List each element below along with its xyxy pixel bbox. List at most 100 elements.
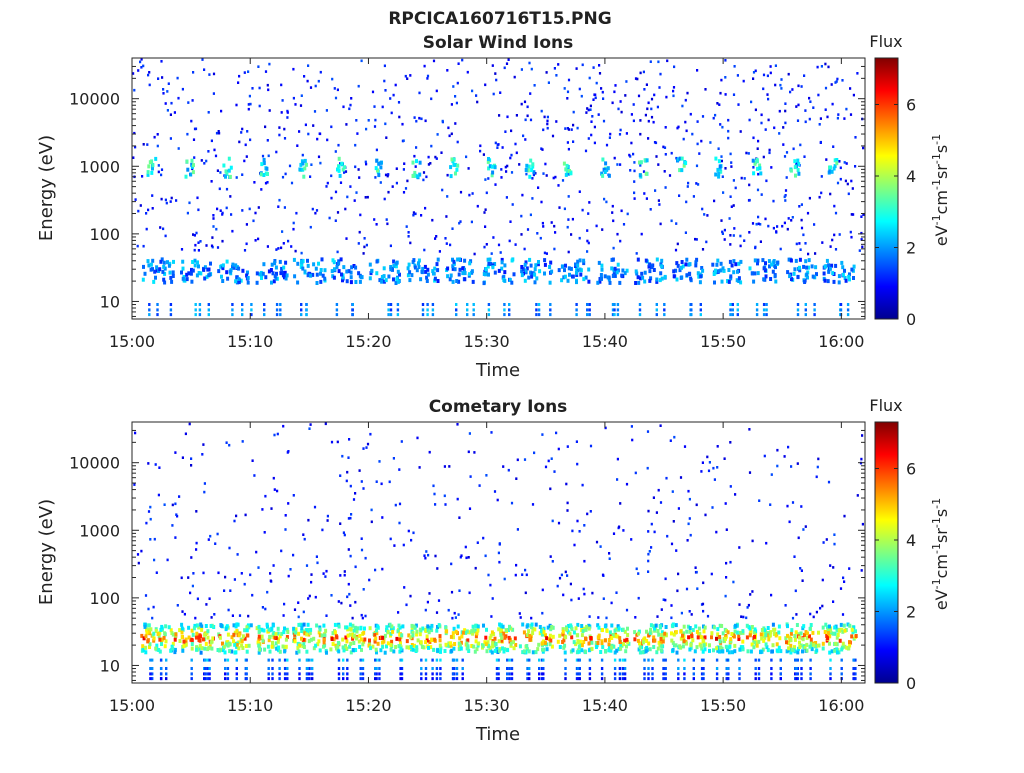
flux-cell	[564, 172, 568, 177]
flux-cell	[696, 120, 699, 123]
flux-cell	[813, 303, 816, 306]
flux-cell	[303, 537, 306, 541]
flux-cell	[566, 445, 569, 448]
flux-cell	[431, 313, 435, 317]
flux-cell	[586, 229, 589, 232]
flux-cell	[603, 170, 607, 174]
flux-cell	[354, 636, 358, 641]
flux-cell	[303, 158, 307, 163]
flux-cell	[142, 648, 146, 652]
flux-cell	[193, 263, 197, 268]
flux-cell	[826, 115, 829, 119]
flux-cell	[729, 313, 732, 317]
flux-cell	[788, 274, 792, 279]
flux-cell	[412, 624, 416, 629]
flux-cell	[846, 182, 849, 186]
flux-cell	[333, 267, 336, 272]
flux-cell	[676, 242, 679, 246]
flux-cell	[557, 447, 560, 451]
flux-cell	[641, 650, 645, 655]
cometary-ions-panel: Cometary Ions 15:00 15:10 15:20 15:30 15:40 1…	[36, 396, 951, 745]
flux-cell	[195, 510, 198, 513]
flux-cell	[612, 246, 615, 250]
flux-cell	[847, 274, 851, 279]
flux-cell	[287, 239, 290, 243]
flux-cell	[611, 274, 615, 278]
flux-cell	[234, 263, 238, 268]
flux-cell	[149, 672, 152, 676]
flux-cell	[719, 268, 723, 273]
flux-cell	[330, 174, 333, 178]
flux-cell	[739, 259, 743, 264]
flux-cell	[678, 268, 682, 273]
flux-cell	[482, 281, 486, 286]
flux-cell	[671, 648, 675, 652]
flux-cell	[848, 643, 852, 648]
flux-cell	[401, 624, 405, 629]
flux-cell	[458, 643, 462, 648]
flux-cell	[621, 658, 625, 662]
flux-cell	[799, 631, 803, 636]
flux-cell	[596, 623, 600, 628]
flux-cell	[725, 528, 728, 531]
flux-cell	[337, 143, 340, 147]
colorbar-tick-label: 6	[906, 95, 916, 114]
flux-cell	[425, 275, 429, 280]
flux-cell	[605, 628, 609, 633]
flux-cell	[237, 266, 241, 271]
flux-cell	[688, 497, 691, 501]
flux-cell	[701, 602, 705, 606]
flux-cell	[554, 175, 557, 179]
flux-cell	[720, 155, 723, 158]
flux-cell	[342, 677, 345, 681]
flux-cell	[238, 140, 241, 144]
flux-cell	[396, 308, 400, 312]
flux-cell	[217, 269, 221, 274]
flux-cell	[292, 626, 296, 631]
flux-cell	[719, 645, 723, 650]
flux-cell	[498, 542, 501, 545]
flux-cell	[850, 179, 853, 183]
flux-cell	[468, 630, 472, 635]
flux-cell	[171, 503, 174, 507]
flux-cell	[839, 622, 843, 627]
flux-cell	[236, 553, 239, 556]
flux-cell	[213, 613, 216, 616]
flux-cell	[582, 261, 586, 266]
flux-cell	[576, 462, 579, 466]
flux-cell	[694, 237, 697, 241]
flux-cell	[197, 271, 201, 275]
flux-cell	[503, 263, 507, 268]
flux-cell	[583, 649, 587, 654]
flux-cell	[677, 507, 680, 510]
flux-cell	[421, 303, 425, 306]
flux-cell	[712, 272, 716, 276]
flux-cell	[314, 643, 318, 648]
flux-cell	[796, 168, 800, 172]
flux-cell	[132, 156, 135, 159]
flux-cell	[526, 633, 530, 637]
flux-cell	[496, 498, 499, 502]
flux-cell	[569, 582, 572, 586]
flux-cell	[524, 168, 528, 172]
flux-cell	[447, 608, 450, 612]
flux-cell	[205, 274, 209, 279]
flux-cell	[400, 672, 404, 676]
flux-cell	[342, 105, 345, 109]
flux-cell	[802, 528, 805, 531]
flux-cell	[793, 645, 796, 650]
flux-cell	[144, 650, 148, 655]
flux-cell	[530, 625, 533, 630]
flux-cell	[170, 279, 174, 284]
flux-cell	[726, 658, 729, 662]
flux-cell	[484, 83, 487, 87]
flux-cell	[350, 97, 353, 100]
flux-cell	[300, 626, 304, 631]
flux-cell	[576, 263, 580, 268]
flux-cell	[355, 629, 359, 634]
flux-cell	[362, 447, 365, 450]
flux-cell	[524, 568, 527, 572]
flux-cell	[389, 97, 392, 100]
flux-cell	[809, 677, 812, 681]
flux-cell	[298, 658, 301, 662]
